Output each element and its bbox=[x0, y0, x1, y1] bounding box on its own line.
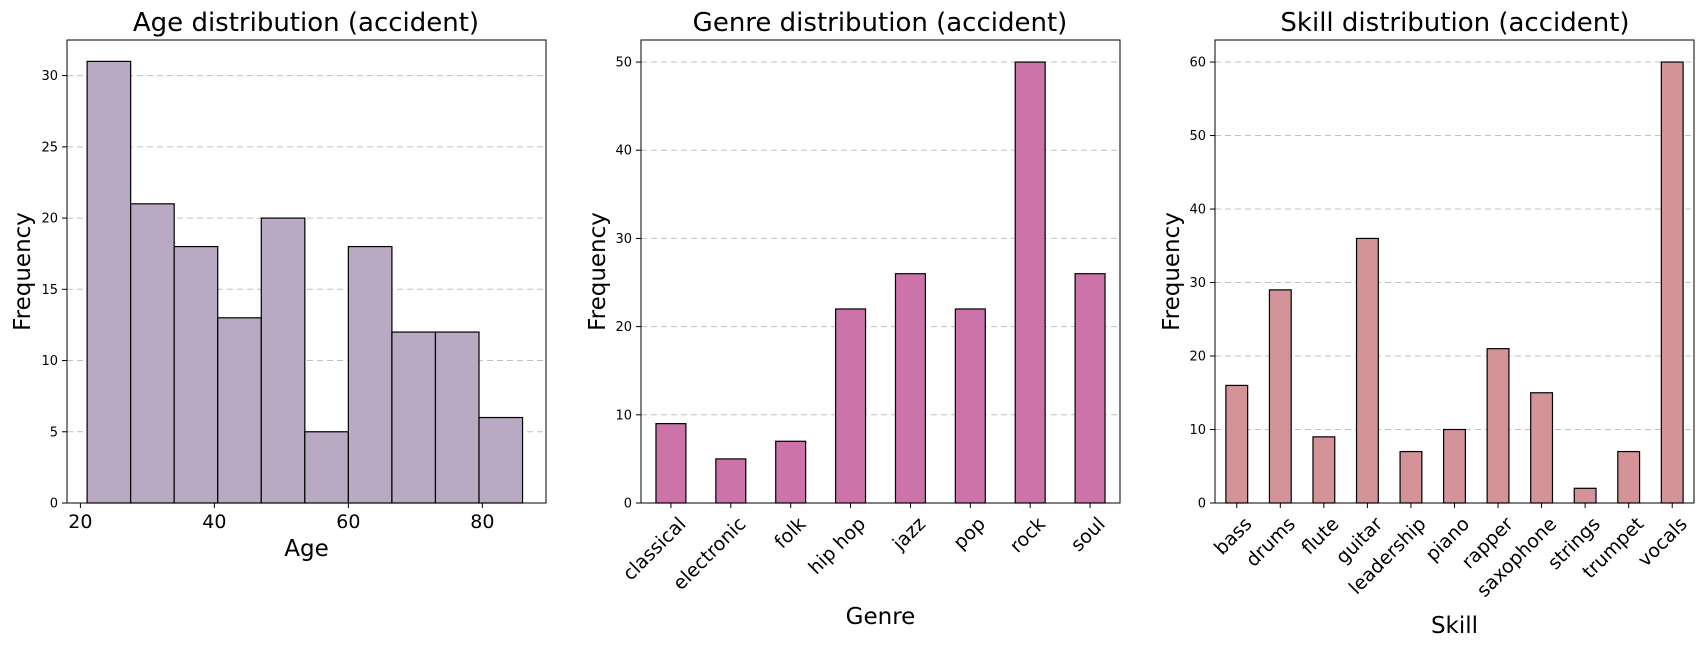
histogram-bar bbox=[260, 217, 306, 504]
bar bbox=[1443, 428, 1466, 504]
plot-frame bbox=[1214, 39, 1695, 504]
x-tick-label: 40 bbox=[202, 511, 226, 533]
bar bbox=[954, 308, 986, 504]
x-tick-label: jazz bbox=[888, 513, 930, 555]
histogram-bar bbox=[434, 331, 480, 504]
y-tick-label: 30 bbox=[1189, 276, 1206, 291]
histogram-bar bbox=[173, 245, 219, 504]
chart-title: Genre distribution (accident) bbox=[693, 8, 1068, 38]
x-tick-label: 20 bbox=[68, 511, 92, 533]
y-tick-label: 10 bbox=[41, 354, 58, 369]
chart-title: Age distribution (accident) bbox=[133, 8, 479, 38]
y-tick-label: 20 bbox=[1189, 350, 1206, 365]
histogram-bar bbox=[217, 317, 262, 504]
x-tick-label: drums bbox=[1242, 513, 1300, 571]
bar bbox=[1014, 61, 1046, 504]
y-tick-label: 50 bbox=[1189, 129, 1206, 144]
histogram-bar bbox=[130, 203, 175, 504]
x-axis-label: Age bbox=[284, 536, 328, 562]
x-tick-label: vocals bbox=[1634, 513, 1692, 571]
x-axis-label: Genre bbox=[846, 604, 916, 630]
bar bbox=[1268, 289, 1292, 504]
histogram-bar bbox=[391, 331, 437, 504]
bar bbox=[1074, 273, 1106, 504]
bar bbox=[1225, 384, 1249, 504]
bar bbox=[1617, 450, 1641, 504]
bar bbox=[894, 273, 927, 504]
bar bbox=[1399, 450, 1423, 504]
y-tick-label: 40 bbox=[1189, 203, 1206, 218]
y-axis-label: Frequency bbox=[1159, 212, 1185, 331]
genre-distribution-panel: Genre distribution (accident) 0 10 20 30 40 50… bbox=[585, 8, 1121, 630]
bar bbox=[1486, 348, 1510, 504]
bar bbox=[834, 308, 867, 504]
y-tick-label: 30 bbox=[41, 69, 58, 84]
y-tick-label: 30 bbox=[615, 232, 632, 247]
histogram-bar bbox=[86, 60, 132, 504]
y-tick-label: 60 bbox=[1189, 56, 1206, 71]
histogram-bar bbox=[347, 245, 393, 504]
chart-title: Skill distribution (accident) bbox=[1280, 8, 1629, 38]
x-tick-label: folk bbox=[770, 513, 810, 553]
x-tick-label: pop bbox=[949, 513, 990, 554]
y-tick-label: 15 bbox=[41, 283, 58, 298]
y-tick-label: 40 bbox=[615, 144, 632, 159]
x-axis-label: Skill bbox=[1431, 613, 1478, 639]
bar bbox=[775, 440, 807, 504]
bar bbox=[1355, 237, 1379, 504]
y-tick-label: 0 bbox=[624, 497, 632, 512]
bar bbox=[1660, 61, 1684, 504]
x-tick-label: 60 bbox=[336, 511, 360, 533]
x-tick-label: rock bbox=[1006, 513, 1050, 557]
y-tick-label: 50 bbox=[615, 56, 632, 71]
bar bbox=[715, 458, 747, 504]
bar bbox=[1573, 487, 1597, 504]
y-tick-label: 20 bbox=[615, 320, 632, 335]
y-tick-label: 25 bbox=[41, 140, 58, 155]
y-axis-label: Frequency bbox=[585, 212, 611, 331]
plot-frame bbox=[66, 39, 547, 504]
x-tick-label: 80 bbox=[470, 511, 494, 533]
y-tick-label: 10 bbox=[1189, 423, 1206, 438]
bar bbox=[655, 423, 687, 504]
age-distribution-panel: Age distribution (accident) 0 5 10 15 20 25 30 2… bbox=[10, 8, 547, 562]
bar bbox=[1530, 392, 1554, 504]
y-tick-label: 0 bbox=[1198, 497, 1206, 512]
plot-frame bbox=[640, 39, 1121, 504]
y-axis-label: Frequency bbox=[10, 212, 36, 331]
y-tick-label: 5 bbox=[50, 425, 58, 440]
x-tick-label: soul bbox=[1067, 513, 1110, 556]
skill-distribution-panel: Skill distribution (accident) 0 10 20 30 40 50… bbox=[1159, 8, 1695, 639]
x-tick-label: hip hop bbox=[804, 513, 870, 579]
histogram-bar bbox=[304, 431, 349, 504]
bar bbox=[1312, 436, 1336, 504]
y-tick-label: 0 bbox=[50, 497, 58, 512]
y-tick-label: 10 bbox=[615, 408, 632, 423]
y-tick-label: 20 bbox=[41, 212, 58, 227]
histogram-bar bbox=[478, 416, 524, 504]
